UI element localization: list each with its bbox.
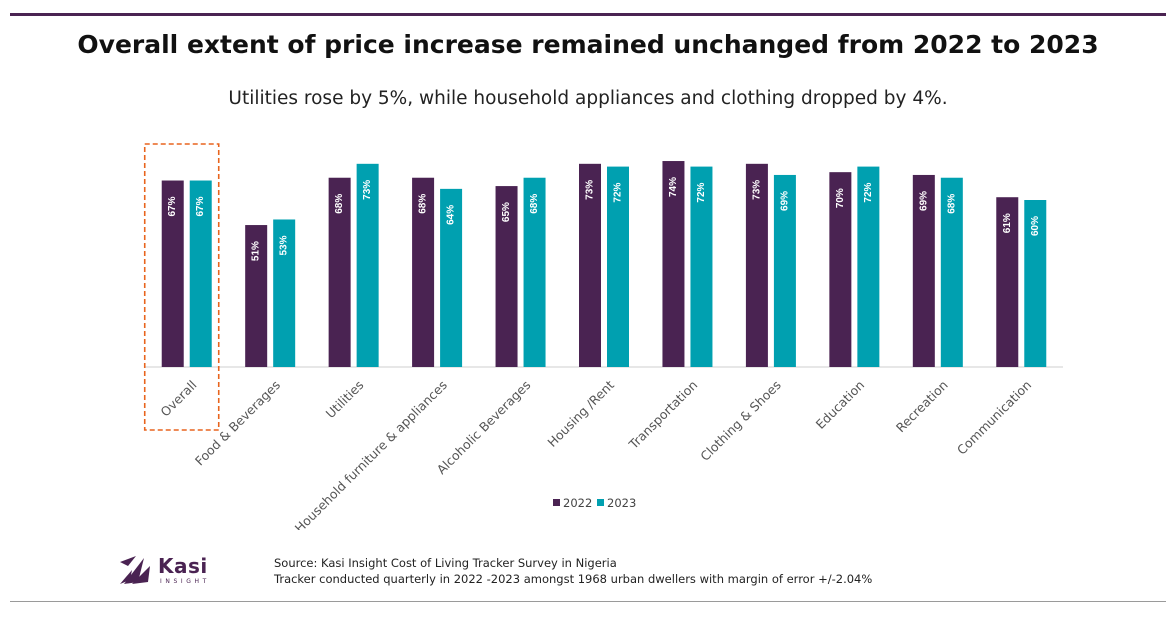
bar-2022-housing-rent bbox=[579, 163, 601, 367]
bar-2022-education bbox=[829, 172, 852, 367]
kasi-logo-word: Kasi bbox=[158, 554, 208, 578]
data-label-2022-recreation: 69% bbox=[918, 191, 929, 211]
x-tick-label-food-beverages: Food & Beverages bbox=[192, 377, 283, 468]
x-tick-label-transportation: Transportation bbox=[625, 377, 700, 452]
x-tick-label-overall: Overall bbox=[157, 377, 199, 419]
kasi-logo-icon bbox=[120, 556, 150, 584]
bar-2022-clothing-shoes bbox=[745, 163, 768, 367]
x-tick-label-utilities: Utilities bbox=[323, 377, 367, 421]
bar-2022-transportation bbox=[662, 161, 685, 367]
data-label-2023-communication: 60% bbox=[1030, 216, 1041, 236]
chart-subtitle: Utilities rose by 5%, while household ap… bbox=[228, 88, 948, 109]
x-tick-label-alcoholic-beverages: Alcoholic Beverages bbox=[434, 377, 534, 477]
bar-2023-clothing-shoes bbox=[773, 174, 796, 367]
bar-2023-communication bbox=[1024, 200, 1047, 367]
x-tick-label-education: Education bbox=[813, 377, 868, 432]
data-label-2022-communication: 61% bbox=[1002, 213, 1013, 233]
bar-2023-transportation bbox=[690, 166, 713, 367]
data-label-2022-transportation: 74% bbox=[668, 177, 679, 197]
data-label-2022-housing-rent: 73% bbox=[585, 180, 596, 200]
data-label-2023-food-beverages: 53% bbox=[279, 235, 290, 255]
bar-2023-utilities bbox=[356, 163, 379, 367]
bar-2022-communication bbox=[996, 197, 1019, 367]
x-tick-label-recreation: Recreation bbox=[893, 377, 951, 435]
kasi-logo: Kasi INSIGHT bbox=[118, 552, 218, 588]
data-label-2022-alcoholic-beverages: 65% bbox=[501, 202, 512, 222]
bar-2023-housing-rent bbox=[607, 166, 629, 367]
bar-2023-alcoholic-beverages bbox=[523, 177, 546, 367]
data-label-2022-food-beverages: 51% bbox=[251, 241, 262, 261]
data-label-2022-education: 70% bbox=[835, 188, 846, 208]
data-label-2023-utilities: 73% bbox=[362, 180, 373, 200]
chart-title: Overall extent of price increase remaine… bbox=[77, 30, 1099, 59]
bottom-rule bbox=[10, 601, 1166, 602]
source-line-2: Tracker conducted quarterly in 2022 -202… bbox=[274, 572, 873, 586]
highlight-box-overall bbox=[143, 143, 220, 431]
data-label-2023-clothing-shoes: 69% bbox=[779, 191, 790, 211]
bar-2022-overall bbox=[161, 180, 184, 367]
bar-2022-recreation bbox=[912, 174, 935, 367]
bar-2023-overall bbox=[189, 180, 212, 367]
data-label-2022-clothing-shoes: 73% bbox=[751, 180, 762, 200]
legend-label-2023: 2023 bbox=[607, 496, 636, 510]
x-tick-label-communication: Communication bbox=[954, 377, 1034, 457]
bar-2023-household-furniture-appliances bbox=[440, 188, 463, 367]
x-tick-label-household-furniture-appliances: Household furniture & appliances bbox=[292, 377, 450, 530]
data-label-2023-education: 72% bbox=[863, 182, 874, 202]
data-label-2023-recreation: 68% bbox=[946, 194, 957, 214]
data-label-2022-overall: 67% bbox=[167, 196, 178, 216]
bar-2022-utilities bbox=[328, 177, 351, 367]
bar-2022-alcoholic-beverages bbox=[495, 186, 518, 367]
legend-label-2022: 2022 bbox=[563, 496, 592, 510]
legend-swatch-2022 bbox=[553, 499, 560, 506]
data-label-2022-household-furniture-appliances: 68% bbox=[418, 194, 429, 214]
legend-swatch-2023 bbox=[597, 499, 604, 506]
x-tick-label-housing-rent: Housing /Rent bbox=[544, 377, 617, 450]
data-label-2023-household-furniture-appliances: 64% bbox=[446, 205, 457, 225]
x-tick-label-clothing-shoes: Clothing & Shoes bbox=[697, 377, 784, 464]
source-line-1: Source: Kasi Insight Cost of Living Trac… bbox=[274, 556, 617, 570]
data-label-2023-transportation: 72% bbox=[696, 182, 707, 202]
bar-2023-recreation bbox=[940, 177, 963, 367]
data-label-2023-alcoholic-beverages: 68% bbox=[529, 194, 540, 214]
bar-2022-food-beverages bbox=[245, 225, 268, 367]
kasi-logo-sub: INSIGHT bbox=[160, 578, 210, 585]
bar-2022-household-furniture-appliances bbox=[412, 177, 435, 367]
data-label-2023-housing-rent: 72% bbox=[613, 182, 624, 202]
bar-2023-education bbox=[857, 166, 880, 367]
bar-2023-food-beverages bbox=[273, 219, 296, 367]
bar-chart: 67% 67% Overall 51% 53% Food & Beverages 68% 73… bbox=[143, 143, 1063, 530]
data-label-2022-utilities: 68% bbox=[334, 194, 345, 214]
top-rule bbox=[10, 13, 1166, 16]
source-note: Source: Kasi Insight Cost of Living Trac… bbox=[274, 555, 872, 587]
data-label-2023-overall: 67% bbox=[195, 196, 206, 216]
